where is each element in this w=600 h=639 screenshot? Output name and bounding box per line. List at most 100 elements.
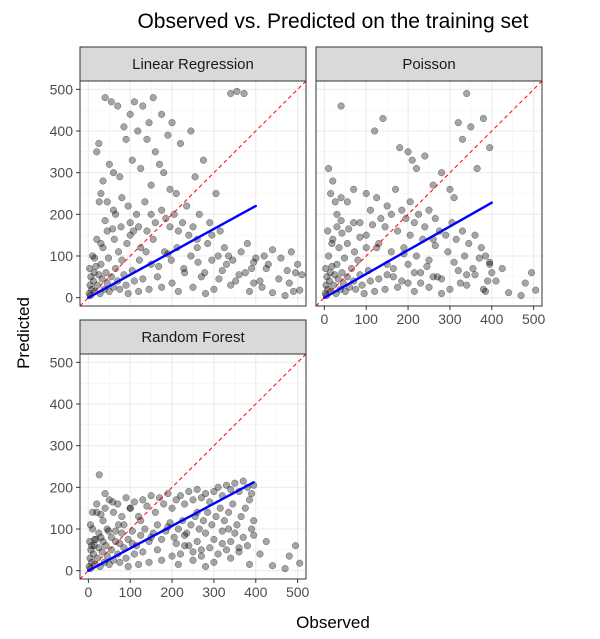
data-point [187, 521, 195, 529]
data-point [262, 537, 270, 546]
data-point [102, 542, 110, 550]
data-point [141, 198, 149, 206]
data-point [225, 508, 233, 516]
x-tick-label: 100 [355, 311, 379, 327]
y-tick-label: 100 [50, 248, 74, 264]
facet-label: Random Forest [141, 329, 245, 346]
data-point [212, 512, 220, 521]
data-point [338, 229, 346, 237]
data-point [124, 289, 132, 298]
data-point [281, 292, 289, 300]
data-point [95, 471, 103, 479]
data-point [181, 531, 189, 539]
data-point [421, 152, 429, 160]
data-point [197, 552, 205, 560]
data-point [488, 269, 496, 277]
data-point [208, 256, 216, 264]
data-point [450, 258, 458, 266]
data-point [212, 189, 220, 198]
data-point [362, 244, 370, 252]
scatter-points [321, 89, 540, 300]
data-point [202, 562, 210, 571]
data-point [216, 227, 224, 235]
data-point [256, 550, 264, 558]
data-point [122, 554, 130, 562]
data-point [197, 494, 205, 502]
data-point [425, 206, 433, 214]
data-point [147, 181, 155, 189]
data-point [189, 223, 197, 231]
data-point [185, 542, 193, 550]
data-point [162, 214, 170, 223]
data-point [218, 527, 226, 535]
data-point [167, 256, 175, 264]
data-point [128, 156, 136, 164]
data-point [232, 277, 240, 285]
data-point [222, 546, 231, 554]
data-point [285, 279, 293, 287]
data-point [195, 210, 203, 218]
data-point [406, 198, 414, 206]
data-point [366, 206, 374, 214]
data-point [191, 173, 199, 181]
data-point [126, 504, 134, 512]
data-point [350, 185, 358, 193]
data-point [101, 490, 109, 498]
x-tick-label: 0 [320, 311, 328, 327]
data-point [116, 285, 124, 293]
data-point [398, 277, 406, 285]
data-point [268, 289, 277, 297]
data-point [277, 254, 285, 262]
data-point [431, 242, 439, 250]
x-axis-title: Observed [296, 613, 370, 632]
data-point [239, 477, 247, 485]
data-point [532, 286, 540, 294]
data-point [264, 260, 272, 268]
data-point [95, 271, 103, 279]
data-point [484, 277, 492, 285]
data-point [99, 517, 107, 525]
data-point [463, 271, 471, 279]
y-tick-label: 0 [65, 290, 73, 306]
data-point [229, 500, 237, 508]
data-point [471, 271, 479, 279]
data-point [112, 210, 120, 218]
facet-panels: Linear Regression0100200300400500Poisson… [50, 46, 546, 600]
data-point [458, 135, 467, 143]
data-point [193, 537, 201, 546]
data-point [337, 102, 345, 110]
data-point [151, 508, 159, 516]
grid-lines [80, 81, 306, 306]
data-point [202, 490, 210, 498]
data-point [164, 131, 172, 139]
data-point [126, 110, 134, 118]
y-tick-label: 0 [65, 563, 73, 579]
data-point [181, 542, 189, 550]
y-tick-label: 500 [50, 81, 74, 97]
data-point [130, 277, 138, 285]
data-point [240, 89, 248, 98]
facet-panel: Poisson 0 100 200 300 400 500 [315, 46, 546, 327]
data-point [354, 256, 362, 264]
data-point [471, 231, 479, 239]
data-point [322, 281, 330, 289]
data-point [296, 559, 304, 567]
data-point [174, 525, 182, 533]
data-point [492, 277, 500, 285]
fit-line [87, 481, 255, 572]
data-point [383, 271, 391, 279]
data-point [86, 281, 94, 289]
data-point [371, 127, 379, 135]
data-point [486, 258, 494, 266]
data-point [135, 287, 143, 295]
data-point [456, 279, 464, 287]
data-point [479, 285, 487, 293]
data-point [214, 252, 222, 260]
data-point [469, 264, 477, 273]
data-point [130, 498, 138, 506]
data-point [187, 252, 195, 260]
data-point [227, 281, 235, 289]
data-point [454, 267, 462, 275]
data-point [153, 546, 161, 554]
